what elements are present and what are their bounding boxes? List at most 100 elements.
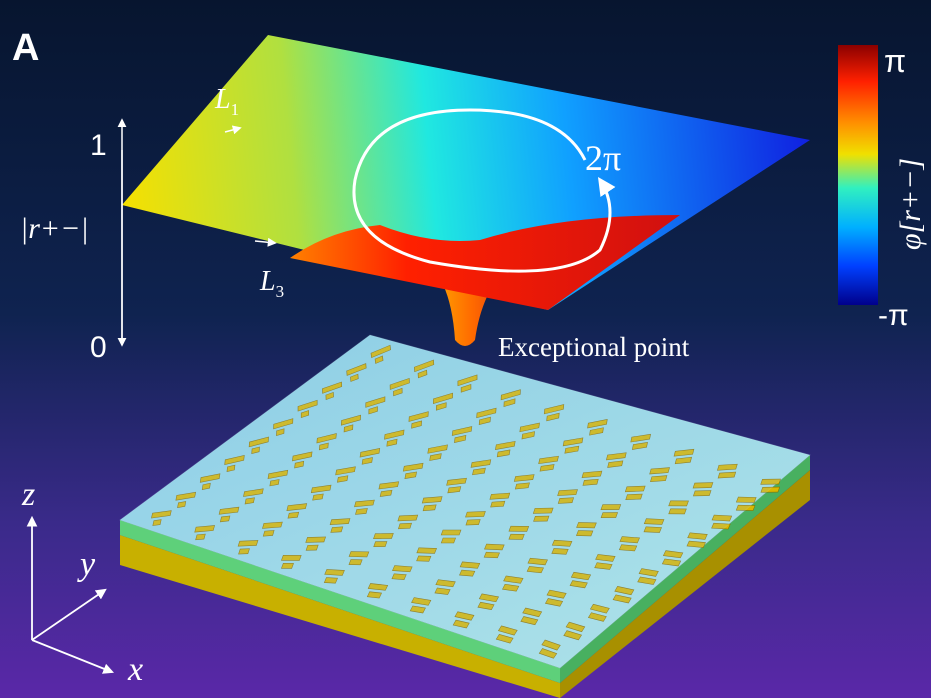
- gold-bar-pair: [673, 448, 695, 465]
- spacer-front: [120, 520, 560, 683]
- gold-bar: [367, 583, 389, 591]
- gold-bar-pair: [538, 455, 559, 472]
- gold-bar: [589, 427, 604, 436]
- gold-bar: [350, 373, 359, 382]
- gold-bar-pair: [532, 507, 554, 522]
- gold-bar: [316, 433, 337, 444]
- gold-bar-pair: [348, 551, 370, 566]
- gold-bar-pair: [581, 470, 603, 486]
- loop-label-l1: L1: [214, 84, 239, 119]
- gold-bar: [273, 418, 294, 430]
- gold-bar-pair: [175, 491, 197, 508]
- gold-bar-pair: [365, 396, 386, 415]
- gold-bar: [421, 496, 443, 504]
- gold-bar: [624, 485, 646, 493]
- gold-bar: [600, 504, 622, 510]
- gold-bar: [465, 511, 486, 518]
- gold-bar: [343, 424, 354, 433]
- gold-bar: [661, 558, 682, 567]
- gold-bar: [614, 586, 635, 596]
- gold-bar: [414, 359, 435, 373]
- gold-bar: [454, 611, 475, 621]
- gold-bar-pair: [248, 436, 269, 455]
- gold-bar: [397, 514, 419, 522]
- gold-bar: [251, 446, 260, 455]
- gold-bar-pair: [500, 389, 521, 407]
- gold-bar-pair: [427, 444, 448, 461]
- gold-bar: [606, 452, 627, 461]
- gold-bar-pair: [457, 374, 478, 393]
- gold-bar: [386, 438, 398, 447]
- panel-label: A: [12, 27, 39, 69]
- gold-bar-pair: [346, 363, 367, 382]
- gold-bar: [546, 589, 567, 599]
- gold-bar-pair: [340, 414, 362, 433]
- gold-bar: [361, 457, 373, 465]
- gold-bar: [539, 464, 555, 472]
- exceptional-point-label: Exceptional point: [498, 332, 690, 362]
- gold-bar-pair: [218, 506, 240, 523]
- gold-bar: [310, 484, 332, 494]
- gold-bar-pair: [224, 455, 245, 473]
- gold-bar-pair: [476, 407, 497, 426]
- gold-bar: [416, 547, 437, 554]
- gold-bar: [354, 499, 375, 508]
- gold-bar: [392, 565, 413, 573]
- gold-bar: [287, 511, 300, 519]
- gold-bar-pair: [408, 411, 429, 429]
- gold-bar-pair: [551, 539, 573, 555]
- gold-bar: [541, 639, 561, 651]
- gold-bar: [619, 536, 640, 544]
- gold-bar-pair: [267, 469, 289, 487]
- gold-bar-pair: [323, 569, 345, 584]
- gold-bar-pair: [495, 440, 516, 458]
- gold-bar-pair: [434, 579, 456, 595]
- gold-bar: [323, 577, 338, 584]
- gold-bar: [490, 500, 506, 508]
- gold-bar-pair: [735, 496, 757, 511]
- gold-bar: [543, 404, 565, 415]
- gold-bar: [280, 555, 302, 561]
- gold-bar: [594, 562, 613, 570]
- winding-label: 2π: [585, 138, 621, 178]
- gold-bar: [300, 410, 309, 419]
- gold-bar: [514, 482, 530, 490]
- gold-bar-pair: [661, 550, 684, 567]
- gold-bar: [454, 434, 467, 443]
- gold-bar-pair: [544, 589, 567, 607]
- gold-bar-pair: [316, 433, 337, 451]
- gold-bar: [470, 459, 492, 468]
- gold-bar: [564, 445, 580, 454]
- gold-bar-pair: [520, 607, 543, 626]
- gold-bar: [533, 515, 550, 522]
- gold-bar: [476, 407, 497, 419]
- gold-bar: [668, 500, 689, 507]
- gold-bar: [562, 437, 584, 447]
- gold-bar-pair: [477, 593, 500, 610]
- gold-bar: [735, 504, 756, 511]
- gold-bar: [637, 576, 657, 585]
- gold-bar: [495, 440, 516, 450]
- gold-bar: [348, 559, 363, 566]
- gold-bar: [465, 519, 481, 526]
- gold-bar: [570, 571, 592, 581]
- gold-bar: [292, 451, 313, 462]
- gold-bar: [692, 482, 714, 489]
- gold-bar: [649, 467, 670, 475]
- gold-bar: [526, 566, 544, 574]
- gold-bar-pair: [618, 536, 640, 552]
- gold-bar-pair: [692, 482, 714, 497]
- gold-bar: [576, 522, 597, 529]
- gold-bar: [224, 455, 245, 465]
- gold-bar: [618, 544, 638, 552]
- gold-bar: [346, 363, 367, 376]
- gold-bar: [175, 491, 197, 501]
- gold-bar: [417, 369, 428, 379]
- gold-bar-pair: [502, 575, 524, 592]
- gold-bar-pair: [630, 433, 651, 450]
- gold-bar: [477, 601, 495, 610]
- gold-bar: [408, 411, 429, 422]
- gold-bar: [544, 598, 564, 607]
- gold-bar-pair: [297, 399, 318, 419]
- gold-bar: [692, 490, 712, 497]
